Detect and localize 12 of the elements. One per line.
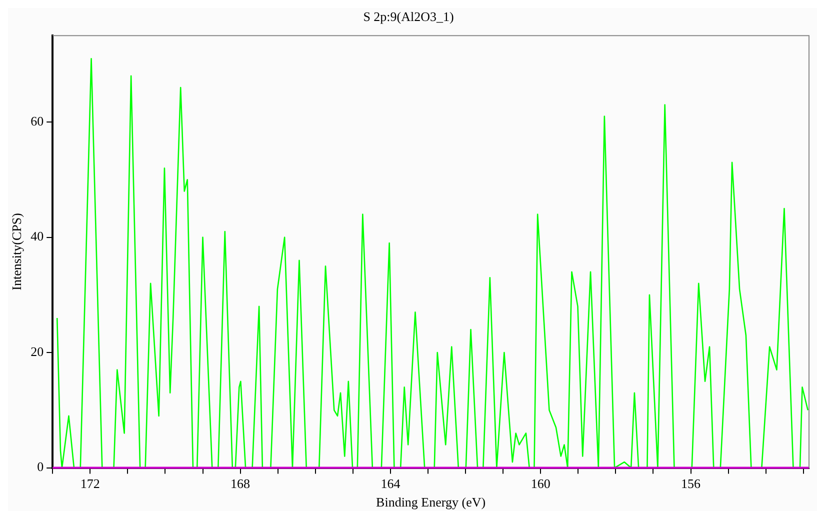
chart-title: S 2p:9(Al2O3_1) xyxy=(363,9,454,24)
x-axis-title: Binding Energy (eV) xyxy=(376,494,486,510)
x-tick-label: 160 xyxy=(530,476,550,492)
y-tick-label: 0 xyxy=(37,459,44,474)
x-tick-label: 164 xyxy=(380,476,401,492)
y-axis-title: Intensity(CPS) xyxy=(9,213,24,290)
y-tick-label: 40 xyxy=(30,228,44,244)
x-tick-label: 156 xyxy=(681,476,702,492)
y-tick-label: 60 xyxy=(30,113,44,128)
x-tick-label: 168 xyxy=(230,476,250,492)
x-tick-label: 172 xyxy=(80,476,100,492)
y-tick-label: 20 xyxy=(30,344,44,359)
